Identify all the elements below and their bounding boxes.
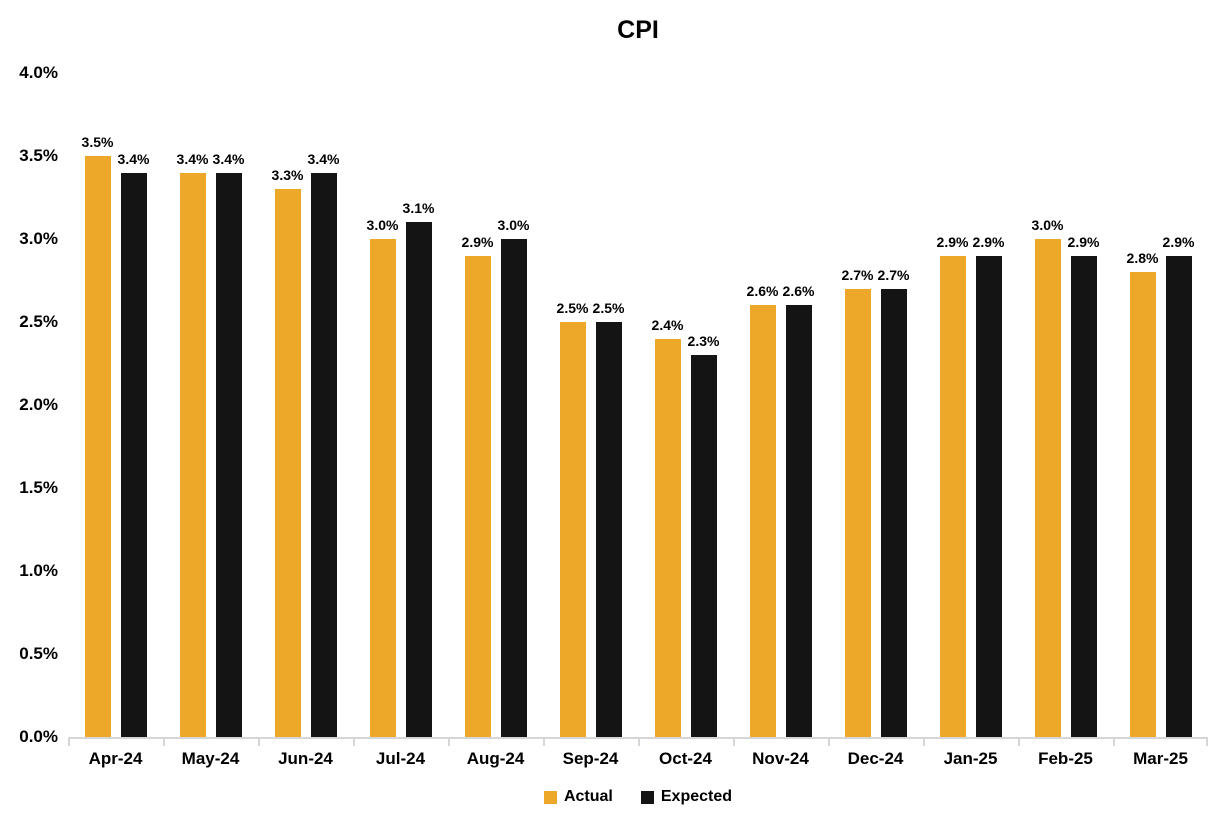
x-axis-tick-label: May-24 [181,749,240,768]
y-axis-tick-label: 3.0% [19,229,58,248]
x-axis-tick-label: Jun-24 [278,749,333,768]
legend-label: Actual [563,788,613,805]
bar-actual [369,239,396,737]
bar-value-label: 3.4% [117,150,150,167]
bar-value-label: 2.9% [1067,233,1100,250]
x-axis-tick [258,737,260,746]
bar-expected [785,305,812,737]
y-axis-tick-label: 0.0% [19,727,58,746]
bar-actual [84,156,111,737]
legend-label: Expected [660,788,733,805]
x-axis-tick [733,737,735,746]
bar-expected [310,172,337,737]
y-axis-tick-label: 1.5% [19,478,58,497]
bar-actual [464,255,491,737]
x-axis-tick-label: Jul-24 [375,749,426,768]
bar-actual [654,338,681,737]
x-axis-tick [1206,737,1208,746]
bar-value-label: 2.3% [687,333,720,350]
bar-actual [179,172,206,737]
legend: Actual Expected [68,788,1208,806]
x-axis-tick [68,737,70,746]
x-axis-tick-label: Aug-24 [466,749,525,768]
bar-value-label: 3.0% [366,217,399,233]
bar-actual [274,189,301,737]
x-axis-tick-label: Dec-24 [847,749,904,768]
bar-value-label: 2.7% [841,266,874,283]
bar-value-label: 2.9% [1162,233,1195,250]
x-axis-tick [163,737,165,746]
bar-actual [749,305,776,737]
x-axis-tick [638,737,640,746]
y-axis-tick-label: 4.0% [19,63,58,82]
bar-value-label: 2.7% [877,266,910,283]
bar-value-label: 3.3% [271,167,304,184]
x-axis-tick-label: Mar-25 [1133,749,1188,768]
bar-expected [975,255,1002,737]
bar-actual [1129,272,1156,737]
bar-value-label: 3.5% [81,134,114,150]
x-axis-tick [1113,737,1115,746]
y-axis-tick-label: 0.5% [19,644,58,663]
bar-value-label: 2.9% [972,233,1005,250]
bar-expected [1165,255,1192,737]
bar-value-label: 3.4% [307,150,340,167]
bar-expected [880,288,907,737]
x-axis-tick [828,737,830,746]
plot-area: 3.5% 3.4% 3.4% 3.4% 3.3% 3.4% 3.0% 3.1% 2.9% 3.0%… [68,73,1208,737]
y-axis-tick-label: 2.5% [19,312,58,331]
bar-value-label: 2.6% [782,283,815,300]
legend-swatch-actual [543,790,557,804]
chart-title: CPI [617,16,659,44]
x-axis-tick [923,737,925,746]
x-axis-tick-label: Apr-24 [88,749,143,768]
x-axis-tick [543,737,545,746]
bar-expected [120,172,147,737]
bar-expected [500,239,527,737]
x-axis-tick [448,737,450,746]
bar-value-label: 2.8% [1126,250,1159,267]
bar-expected [595,322,622,737]
x-axis-tick [1018,737,1020,746]
y-axis-tick-label: 1.0% [19,561,58,580]
bar-actual [559,322,586,737]
x-axis-tick-label: Oct-24 [659,749,712,768]
bar-expected [215,172,242,737]
bar-actual [844,288,871,737]
bar-value-label: 3.0% [1031,217,1064,233]
bar-actual [1034,239,1061,737]
bar-value-label: 2.9% [936,233,969,250]
x-axis-tick [353,737,355,746]
legend-swatch-expected [640,790,654,804]
x-axis-tick-label: Feb-25 [1038,749,1093,768]
bar-value-label: 3.4% [176,150,209,167]
bar-value-label: 2.5% [592,300,625,316]
bar-value-label: 2.9% [461,233,494,250]
bar-expected [405,222,432,737]
legend-item-actual: Actual [543,788,613,806]
bar-value-label: 2.6% [746,283,779,300]
bar-value-label: 3.0% [497,217,530,233]
y-axis-tick-label: 2.0% [19,395,58,414]
bar-value-label: 3.1% [402,200,435,217]
x-axis-tick-label: Nov-24 [752,749,809,768]
x-axis-tick-label: Sep-24 [562,749,619,768]
x-axis-tick-label: Jan-25 [943,749,998,768]
bar-actual [939,255,966,737]
legend-item-expected: Expected [640,788,733,806]
bar-expected [1070,255,1097,737]
y-axis-tick-label: 3.5% [19,146,58,165]
bar-expected [690,355,717,737]
bar-value-label: 3.4% [212,150,245,167]
bar-value-label: 2.4% [651,316,684,333]
bar-value-label: 2.5% [556,300,589,316]
